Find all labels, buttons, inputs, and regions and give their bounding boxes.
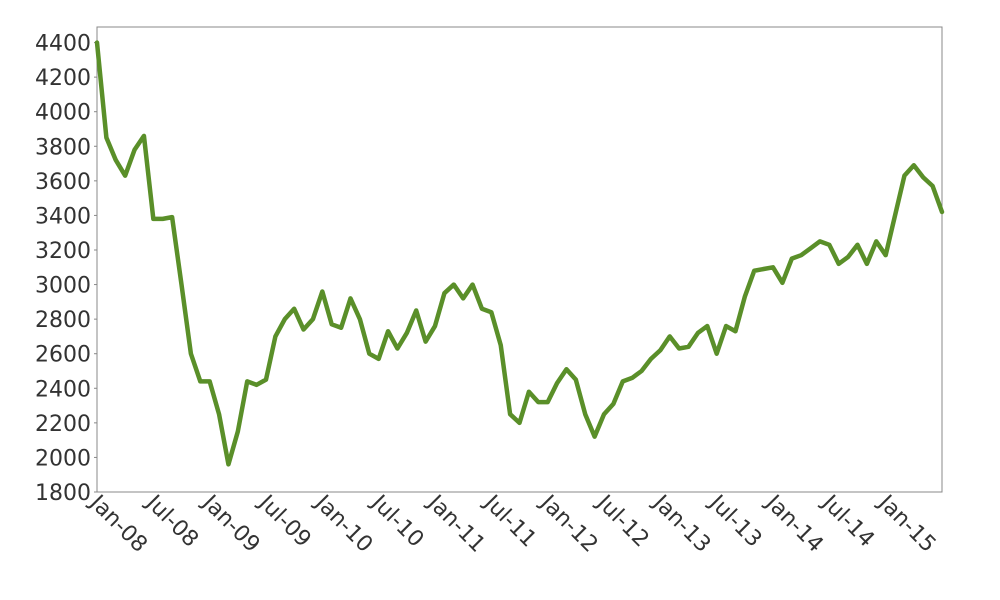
- x-tick-label: Jul-10: [365, 489, 428, 552]
- x-tick-label: Jan-10: [309, 489, 377, 557]
- y-tick-label: 2200: [35, 412, 91, 437]
- y-tick-label: 4000: [35, 101, 91, 126]
- y-tick-label: 2000: [35, 446, 91, 471]
- plot-frame: [96, 26, 943, 493]
- x-tick-label: Jan-09: [196, 489, 264, 557]
- y-tick-label: 3600: [35, 170, 91, 195]
- data-line: [94, 40, 945, 467]
- y-tick-label: 1800: [35, 481, 91, 506]
- x-tick-label: Jul-08: [140, 489, 203, 552]
- y-tick-label: 3200: [35, 239, 91, 264]
- y-tick-label: 3800: [35, 135, 91, 160]
- y-tick-label: 2400: [35, 377, 91, 402]
- x-tick-label: Jan-14: [759, 489, 827, 557]
- x-tick-label: Jul-14: [816, 489, 879, 552]
- x-tick-label: Jul-13: [703, 489, 766, 552]
- x-tick-label: Jul-09: [252, 489, 315, 552]
- x-tick-label: Jan-11: [421, 489, 489, 557]
- y-tick-label: 4200: [35, 66, 91, 91]
- x-tick-label: Jan-15: [872, 489, 940, 557]
- y-tick-label: 3000: [35, 274, 91, 299]
- y-tick-label: 3400: [35, 204, 91, 229]
- x-tick-label: Jan-08: [83, 489, 151, 557]
- x-tick-label: Jan-12: [534, 489, 602, 557]
- y-tick-label: 4400: [35, 32, 91, 57]
- y-tick-label: 2600: [35, 343, 91, 368]
- x-tick-label: Jul-11: [478, 489, 541, 552]
- x-tick-label: Jan-13: [647, 489, 715, 557]
- y-tick-label: 2800: [35, 308, 91, 333]
- x-tick-label: Jul-12: [590, 489, 653, 552]
